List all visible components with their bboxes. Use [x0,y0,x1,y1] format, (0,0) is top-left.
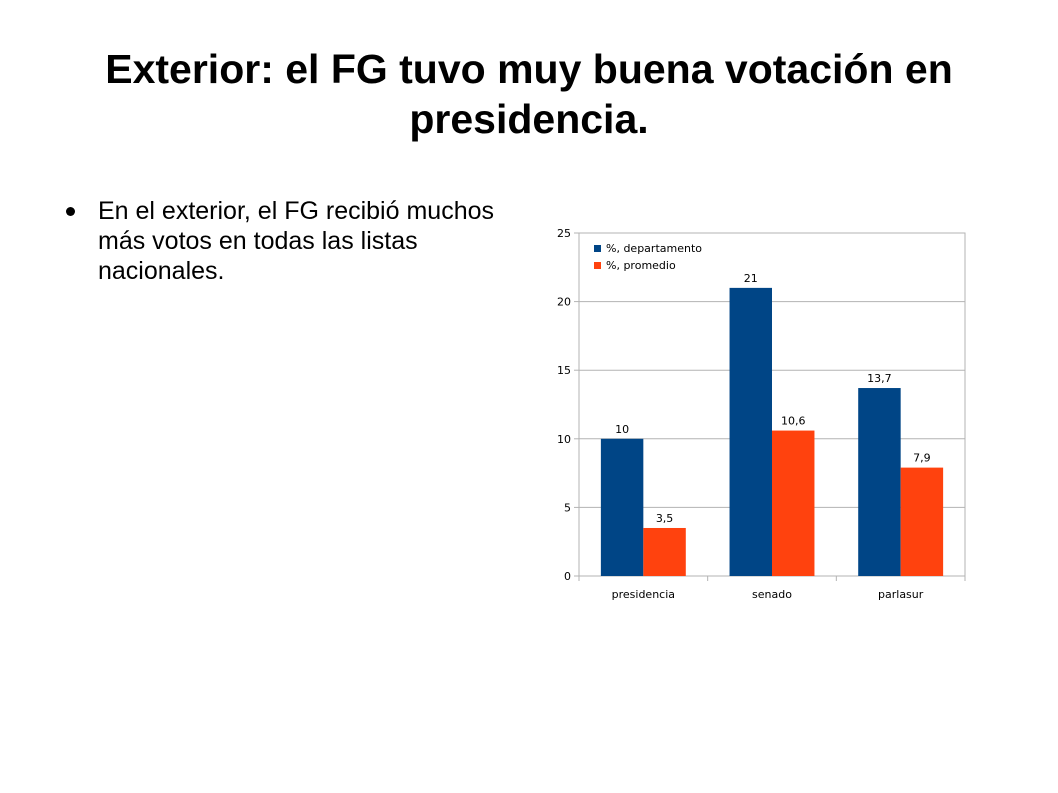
data-label: 10,6 [781,415,806,428]
x-tick-label: presidencia [612,588,675,601]
bar [643,527,686,576]
x-tick-label: parlasur [878,588,924,601]
y-tick-label: 5 [564,501,571,514]
bar [900,467,944,576]
y-tick-label: 25 [557,227,571,240]
data-label: 10 [615,423,629,436]
bullet-item: En el exterior, el FG recibió muchos más… [64,196,514,286]
bar-chart: 0 5 10 15 20 25 10 3,5 presidencia 21 10,6 senado 13… [557,227,966,601]
slide-title: Exterior: el FG tuvo muy buena votación … [105,46,953,142]
legend-label: %, promedio [606,259,676,272]
y-tick-label: 10 [557,433,571,446]
data-label: 13,7 [867,372,892,385]
bar [729,287,772,576]
data-label: 7,9 [913,452,931,465]
y-tick-label: 15 [557,364,571,377]
bullet-list: En el exterior, el FG recibió muchos más… [64,196,514,286]
bar [600,438,644,576]
bullet-dot-icon [66,207,75,216]
legend-label: %, departamento [606,242,702,255]
legend-swatch [594,245,601,252]
data-label: 21 [744,272,758,285]
x-tick-label: senado [752,588,792,601]
y-tick-label: 20 [557,296,571,309]
data-label: 3,5 [656,512,674,525]
bullet-text: En el exterior, el FG recibió muchos más… [98,197,494,285]
bar [772,430,815,576]
y-tick-label: 0 [564,570,571,583]
legend-swatch [594,262,601,269]
bar [858,388,901,576]
